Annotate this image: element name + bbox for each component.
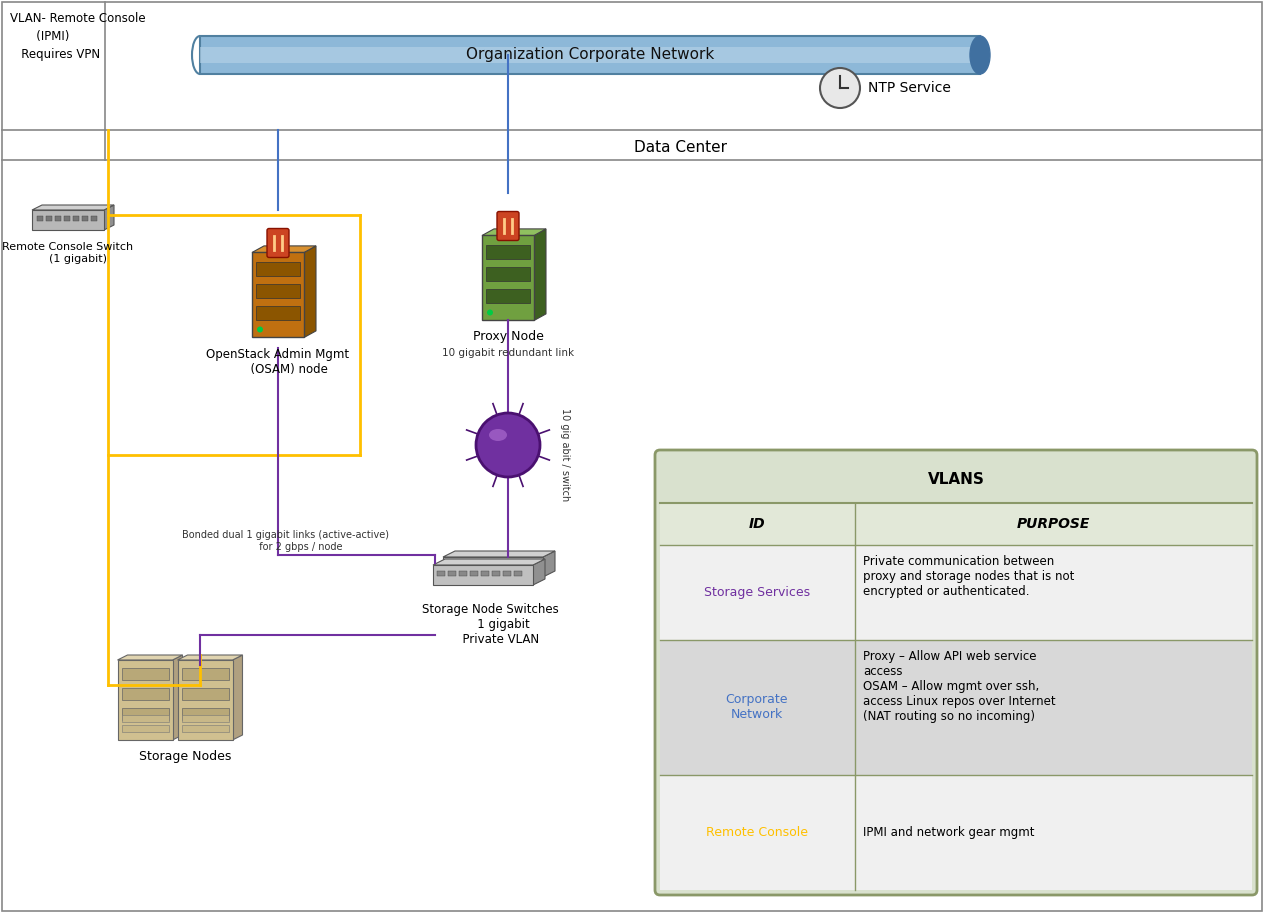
Bar (257, 285, 300, 299)
Polygon shape (177, 655, 243, 660)
Circle shape (477, 413, 540, 477)
Text: Proxy Node: Proxy Node (473, 330, 544, 343)
Bar (182, 715, 229, 722)
Bar (482, 236, 533, 320)
Text: ID: ID (748, 517, 765, 531)
Bar (660, 545, 1253, 640)
Text: NTP Service: NTP Service (868, 81, 951, 95)
Text: (IPMI): (IPMI) (10, 30, 70, 43)
Bar (490, 563, 499, 568)
Bar (182, 708, 229, 720)
Polygon shape (533, 559, 545, 585)
Text: Organization Corporate Network: Organization Corporate Network (466, 47, 714, 62)
Bar (252, 253, 305, 338)
Bar (64, 216, 70, 221)
Text: VLANS: VLANS (928, 471, 985, 487)
Text: Remote Console Switch
      (1 gigabit): Remote Console Switch (1 gigabit) (3, 242, 134, 264)
Bar (503, 571, 511, 576)
FancyBboxPatch shape (497, 212, 520, 240)
Bar (434, 565, 533, 585)
Bar (437, 571, 445, 576)
Polygon shape (252, 246, 316, 253)
Text: Corporate
Network: Corporate Network (726, 694, 789, 721)
Text: OpenStack Admin Mgmt
      (OSAM) node: OpenStack Admin Mgmt (OSAM) node (206, 348, 350, 376)
Bar (121, 715, 168, 722)
Bar (121, 688, 168, 700)
Polygon shape (32, 205, 114, 210)
FancyBboxPatch shape (655, 450, 1256, 895)
Bar (257, 307, 300, 320)
Bar (502, 563, 509, 568)
Circle shape (487, 310, 493, 316)
Bar (513, 563, 521, 568)
Polygon shape (482, 229, 546, 236)
Polygon shape (233, 655, 243, 740)
Polygon shape (118, 655, 182, 660)
Bar (514, 571, 522, 576)
Bar (660, 503, 1253, 545)
Bar (469, 563, 477, 568)
Bar (442, 557, 544, 577)
Polygon shape (172, 655, 182, 740)
Bar (73, 216, 78, 221)
Text: 10 gigabit redundant link: 10 gigabit redundant link (442, 348, 574, 358)
Polygon shape (434, 559, 545, 565)
Bar (485, 246, 530, 259)
Bar (182, 688, 229, 700)
Bar (121, 708, 168, 720)
Bar (482, 571, 489, 576)
Text: Data Center: Data Center (633, 140, 727, 154)
Bar (182, 668, 229, 680)
Ellipse shape (489, 429, 507, 441)
Text: PURPOSE: PURPOSE (1016, 517, 1090, 531)
Bar (485, 289, 530, 303)
Text: Storage Services: Storage Services (704, 586, 810, 599)
Circle shape (257, 327, 263, 332)
Bar (182, 725, 229, 732)
Text: Proxy – Allow API web service
access
OSAM – Allow mgmt over ssh,
access Linux re: Proxy – Allow API web service access OSA… (863, 650, 1055, 723)
Text: Bonded dual 1 gigabit links (active-active)
          for 2 gbps / node: Bonded dual 1 gigabit links (active-acti… (182, 530, 388, 551)
Text: 10 gig abit / switch: 10 gig abit / switch (560, 408, 570, 501)
Bar (46, 216, 52, 221)
Bar (121, 725, 168, 732)
Bar (56, 216, 61, 221)
Text: Storage Nodes: Storage Nodes (139, 750, 231, 763)
Text: Private communication between
proxy and storage nodes that is not
encrypted or a: Private communication between proxy and … (863, 555, 1074, 598)
Bar (470, 571, 478, 576)
Bar (82, 216, 88, 221)
Text: IPMI and network gear mgmt: IPMI and network gear mgmt (863, 826, 1034, 839)
Text: Storage Node Switches
       1 gigabit
      Private VLAN: Storage Node Switches 1 gigabit Private … (422, 603, 559, 646)
Bar (485, 268, 530, 281)
Text: Requires VPN: Requires VPN (10, 48, 100, 61)
Bar (32, 210, 104, 230)
Polygon shape (305, 246, 316, 338)
Bar (118, 660, 172, 740)
Bar (37, 216, 43, 221)
Bar (91, 216, 97, 221)
Bar (447, 571, 456, 576)
Polygon shape (442, 551, 555, 557)
Bar (458, 563, 466, 568)
FancyBboxPatch shape (200, 36, 980, 74)
Bar (660, 640, 1253, 775)
Ellipse shape (969, 36, 990, 74)
Text: VLAN- Remote Console: VLAN- Remote Console (10, 12, 145, 25)
Text: Remote Console: Remote Console (707, 826, 808, 839)
Polygon shape (104, 205, 114, 230)
Bar (121, 668, 168, 680)
Bar (459, 571, 466, 576)
Bar (200, 47, 980, 63)
Bar (447, 563, 455, 568)
Bar (257, 263, 300, 277)
Circle shape (820, 68, 860, 108)
Bar (525, 563, 532, 568)
Polygon shape (544, 551, 555, 577)
Bar (660, 775, 1253, 890)
Bar (480, 563, 488, 568)
Polygon shape (533, 229, 546, 320)
FancyBboxPatch shape (267, 228, 289, 257)
Bar (492, 571, 501, 576)
Bar (177, 660, 233, 740)
